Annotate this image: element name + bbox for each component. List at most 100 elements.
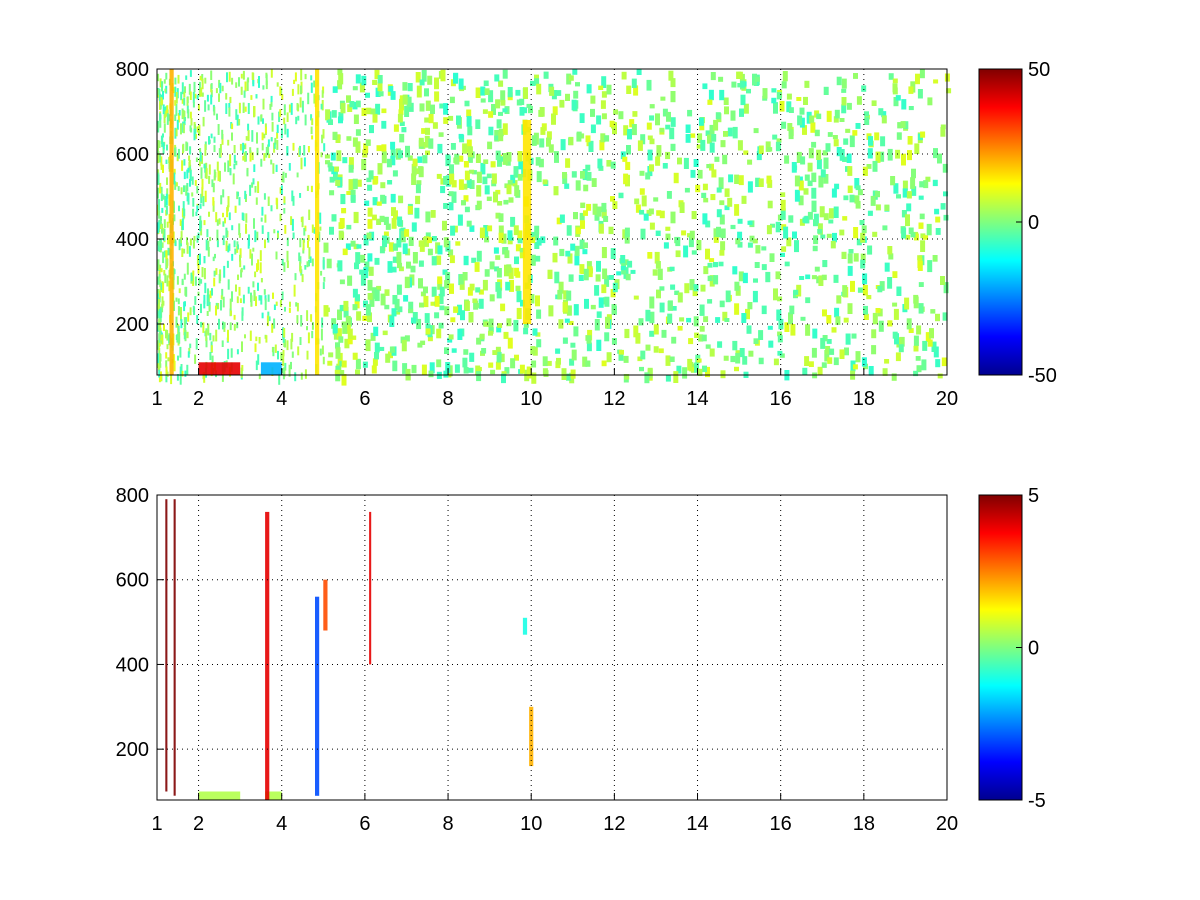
heatmap-cell xyxy=(553,186,559,196)
heatmap-cell xyxy=(476,185,482,197)
heatmap-cell xyxy=(788,215,794,223)
heatmap-cell xyxy=(697,169,703,179)
heatmap-cell xyxy=(745,308,750,320)
heatmap-cell xyxy=(196,185,199,194)
heatmap-cell xyxy=(213,169,216,180)
heatmap-cell xyxy=(440,186,446,194)
heatmap-cell xyxy=(540,236,546,244)
heatmap-cell xyxy=(275,164,278,172)
heatmap-cell xyxy=(703,197,709,203)
heatmap-cell xyxy=(174,241,177,247)
heatmap-cell xyxy=(573,90,579,99)
heatmap-cell xyxy=(197,291,200,296)
heatmap-cell xyxy=(376,218,382,225)
heatmap-cell xyxy=(822,309,827,317)
heatmap-cell xyxy=(635,332,641,344)
heatmap-cell xyxy=(535,157,541,166)
heatmap-cell xyxy=(183,185,185,192)
heatmap-cell xyxy=(875,204,881,211)
heatmap-cell xyxy=(526,103,532,108)
heatmap-cell xyxy=(189,146,192,155)
heatmap-cell xyxy=(408,102,414,112)
heatmap-cell xyxy=(160,97,163,105)
heatmap-cell xyxy=(207,104,210,111)
heatmap-cell xyxy=(803,216,809,224)
heatmap-cell xyxy=(322,129,325,139)
heatmap-cell xyxy=(722,154,728,165)
heatmap-cell xyxy=(259,250,262,262)
heatmap-cell xyxy=(195,134,197,139)
heatmap-cell xyxy=(702,365,707,373)
heatmap-cell xyxy=(181,370,184,377)
heatmap-cell xyxy=(431,236,437,242)
heatmap-cell xyxy=(210,133,213,139)
heatmap-cell xyxy=(449,164,454,175)
heatmap-cell xyxy=(226,207,229,218)
heatmap-cell xyxy=(449,173,455,185)
heatmap-cell xyxy=(831,327,837,333)
heatmap-cell xyxy=(408,236,414,246)
heatmap-cell xyxy=(500,303,506,312)
heatmap-cell xyxy=(758,357,764,365)
heatmap-cell xyxy=(551,113,556,125)
heatmap-cell xyxy=(283,104,286,116)
heatmap-cell xyxy=(343,300,349,311)
heatmap-cell xyxy=(587,266,593,278)
heatmap-cell xyxy=(906,318,912,330)
heatmap-cell xyxy=(205,168,208,179)
heatmap-cell xyxy=(546,360,552,366)
heatmap-cell xyxy=(247,103,250,114)
heatmap-cell xyxy=(201,92,204,97)
heatmap-cell xyxy=(212,197,215,206)
heatmap-cell xyxy=(505,159,511,166)
heatmap-cell xyxy=(402,82,408,91)
heatmap-cell xyxy=(300,315,303,327)
heatmap-cell xyxy=(320,328,323,341)
heatmap-cell xyxy=(942,163,948,173)
heatmap-cell xyxy=(720,140,726,148)
heatmap-cell xyxy=(158,319,161,331)
heatmap-cell xyxy=(747,220,753,225)
heatmap-cell xyxy=(464,100,470,107)
heatmap-cell xyxy=(458,179,464,190)
heatmap-cell xyxy=(325,160,330,165)
x-tick-label: 2 xyxy=(193,813,204,835)
heatmap-cell xyxy=(647,367,653,379)
heatmap-cell xyxy=(189,307,192,316)
x-tick-label: 8 xyxy=(442,388,453,410)
heatmap-cell xyxy=(823,157,829,169)
heatmap-cell xyxy=(159,353,161,365)
heatmap-cell xyxy=(231,77,234,85)
heatmap-cell xyxy=(215,329,218,342)
heatmap-cell xyxy=(167,247,170,256)
heatmap-cell xyxy=(496,326,502,333)
heatmap-cell xyxy=(229,96,232,104)
heatmap-cell xyxy=(200,167,203,179)
heatmap-cell xyxy=(445,362,451,373)
heatmap-cell xyxy=(200,87,203,97)
heatmap-cell xyxy=(286,237,289,247)
heatmap-cell xyxy=(662,163,668,169)
heatmap-cell xyxy=(283,262,286,272)
heatmap-cell xyxy=(425,127,430,135)
heatmap-cell xyxy=(454,156,460,165)
heatmap-cell xyxy=(165,205,168,215)
heatmap-cell xyxy=(399,133,405,143)
heatmap-cell xyxy=(202,196,205,207)
heatmap-cell xyxy=(284,172,287,178)
heatmap-cell xyxy=(227,139,230,146)
heatmap-cell xyxy=(191,176,194,185)
heatmap-cell xyxy=(257,259,260,271)
heatmap-cell xyxy=(230,310,232,316)
heatmap-cell xyxy=(332,131,338,140)
heatmap-cell xyxy=(549,86,555,96)
heatmap-cell xyxy=(601,113,607,120)
heatmap-cell xyxy=(173,168,176,175)
heatmap-cell xyxy=(658,348,664,354)
heatmap-cell xyxy=(354,262,359,270)
heatmap-cell xyxy=(467,287,473,296)
heatmap-cell xyxy=(443,237,449,248)
heatmap-cell xyxy=(834,307,840,318)
heatmap-cell xyxy=(233,314,236,320)
